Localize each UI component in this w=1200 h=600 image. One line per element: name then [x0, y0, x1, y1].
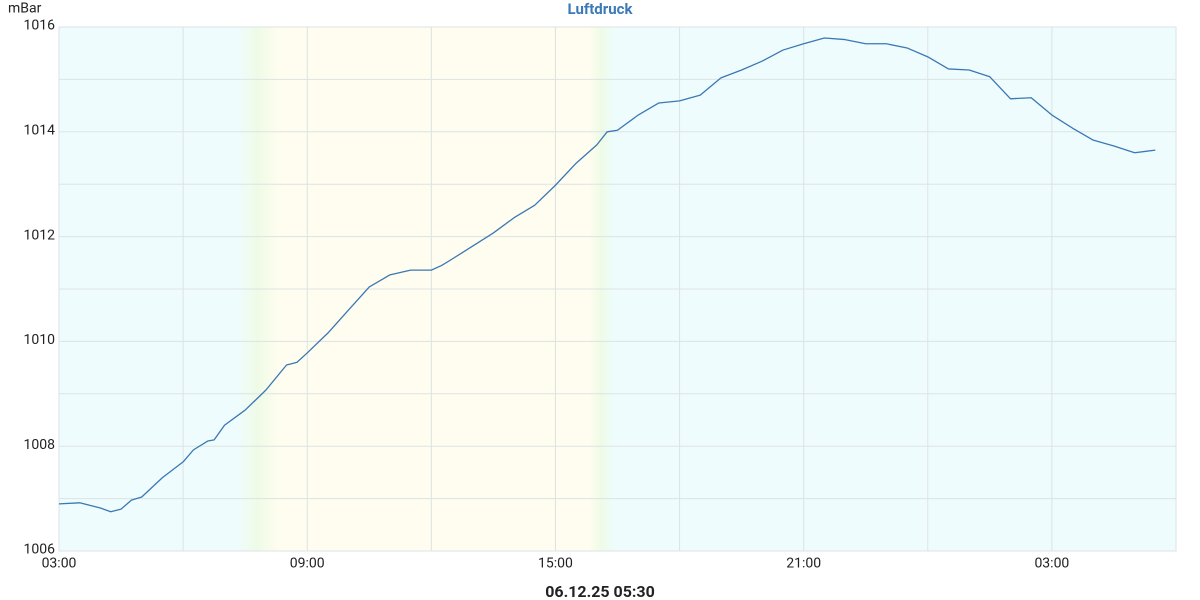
- y-tick-label: 1012: [24, 227, 56, 243]
- x-tick-label: 21:00: [786, 556, 821, 572]
- y-tick-label: 1016: [24, 18, 56, 34]
- timestamp: 06.12.25 05:30: [545, 582, 655, 600]
- x-tick-label: 03:00: [42, 556, 77, 572]
- y-tick-label: 1008: [24, 437, 56, 453]
- data-line: [58, 37, 1156, 513]
- x-tick-label: 09:00: [290, 556, 325, 572]
- chart-title: Luftdruck: [568, 0, 634, 18]
- x-tick-label: 15:00: [538, 556, 573, 572]
- y-tick-label: 1010: [24, 332, 56, 348]
- y-axis-label: mBar: [8, 1, 42, 17]
- x-tick-label: 03:00: [1034, 556, 1069, 572]
- plot-border: [58, 26, 1177, 552]
- y-tick-label: 1014: [24, 123, 56, 139]
- y-tick-label: 1006: [24, 542, 56, 558]
